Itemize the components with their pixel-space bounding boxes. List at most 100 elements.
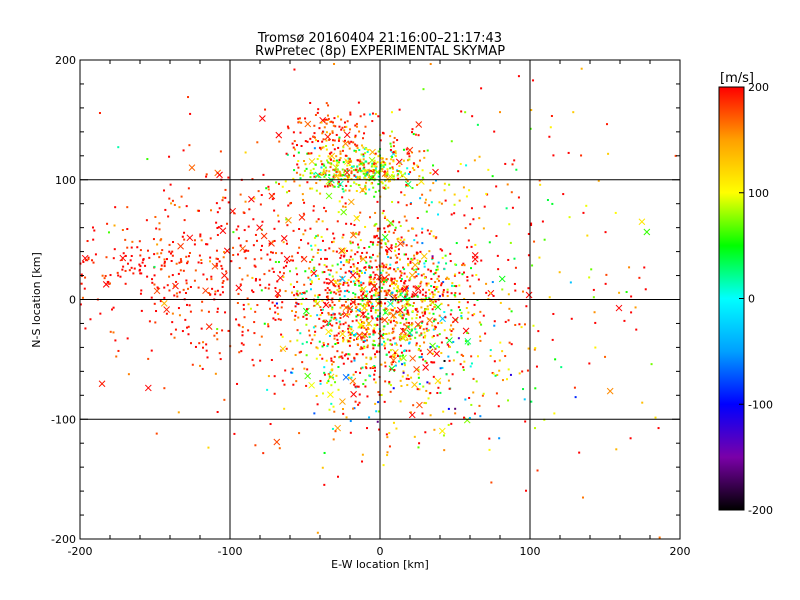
data-point — [454, 412, 457, 415]
data-point — [429, 171, 432, 174]
data-point — [422, 328, 425, 331]
data-point — [263, 273, 266, 276]
data-point — [450, 292, 453, 295]
data-point — [353, 283, 356, 286]
data-point — [211, 287, 214, 290]
data-point — [351, 320, 354, 323]
data-point — [284, 180, 287, 183]
data-point — [179, 258, 182, 261]
data-point — [418, 334, 421, 337]
data-point — [387, 289, 390, 292]
data-point — [389, 167, 392, 170]
data-point — [479, 335, 482, 338]
data-point — [105, 256, 108, 259]
data-point — [341, 168, 344, 171]
data-point — [420, 280, 423, 283]
data-point-cross — [498, 275, 506, 283]
data-point — [357, 296, 360, 299]
data-point — [150, 296, 153, 299]
data-point — [411, 322, 414, 325]
data-point — [379, 165, 382, 168]
data-point — [310, 244, 313, 247]
data-point — [363, 169, 366, 172]
data-point — [380, 162, 383, 165]
data-point — [431, 361, 434, 364]
data-point — [400, 300, 403, 303]
data-point — [401, 363, 404, 366]
data-point — [281, 301, 284, 304]
data-point — [352, 263, 355, 266]
data-point — [286, 224, 289, 227]
data-point — [400, 280, 403, 283]
data-point — [340, 174, 343, 177]
data-point — [341, 196, 344, 199]
data-point — [356, 147, 359, 150]
data-point — [291, 291, 294, 294]
data-point — [215, 249, 218, 252]
data-point — [331, 264, 334, 267]
data-point — [399, 312, 402, 315]
data-point — [340, 118, 343, 121]
data-point — [359, 158, 362, 161]
data-point — [366, 171, 369, 174]
data-point — [331, 301, 334, 304]
data-point — [335, 155, 338, 158]
data-point — [356, 251, 359, 254]
data-point — [420, 299, 423, 302]
data-point — [504, 162, 507, 165]
data-point — [425, 361, 428, 364]
data-point — [289, 202, 292, 205]
data-point — [323, 164, 326, 167]
data-point — [530, 109, 533, 112]
data-point-cross — [408, 411, 416, 419]
data-point — [407, 325, 410, 328]
data-point — [295, 380, 298, 383]
data-point — [377, 241, 380, 244]
data-point — [358, 401, 361, 404]
data-point — [493, 360, 496, 363]
data-point — [413, 435, 416, 438]
data-point — [400, 274, 403, 277]
data-point — [386, 173, 389, 176]
data-point — [466, 246, 469, 249]
data-point — [437, 290, 440, 293]
data-point — [392, 175, 395, 178]
data-point — [322, 344, 325, 347]
data-point — [570, 317, 573, 320]
data-point — [326, 287, 329, 290]
data-point — [216, 289, 219, 292]
data-point — [480, 259, 483, 262]
data-point-cross — [98, 380, 106, 388]
data-point — [302, 315, 305, 318]
data-point — [479, 415, 482, 418]
data-point — [551, 202, 554, 205]
data-point — [380, 180, 383, 183]
data-point — [390, 319, 393, 322]
data-point — [328, 304, 331, 307]
data-point — [316, 403, 319, 406]
data-point — [452, 359, 455, 362]
data-point — [482, 392, 485, 395]
data-point — [271, 267, 274, 270]
data-point — [324, 249, 327, 252]
data-point — [326, 381, 329, 384]
data-point — [170, 260, 173, 263]
data-point — [372, 271, 375, 274]
data-point — [384, 230, 387, 233]
data-point — [350, 328, 353, 331]
data-point — [335, 322, 338, 325]
data-point — [470, 355, 473, 358]
data-point — [368, 280, 371, 283]
data-point — [182, 149, 185, 152]
data-point — [353, 359, 356, 362]
data-point — [326, 291, 329, 294]
data-point — [433, 428, 436, 431]
data-point — [150, 349, 153, 352]
data-point — [475, 273, 478, 276]
data-point — [459, 162, 462, 165]
data-point — [650, 363, 653, 366]
data-point — [458, 284, 461, 287]
data-point — [411, 317, 414, 320]
data-point — [357, 101, 360, 104]
data-point — [394, 261, 397, 264]
